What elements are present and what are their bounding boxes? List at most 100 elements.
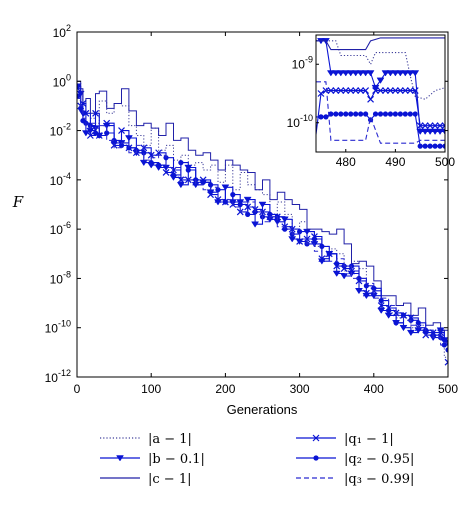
inset-point-q-1 (401, 87, 409, 94)
series-point-q-0-95 (371, 285, 377, 291)
inset-point-b-0-1 (401, 70, 410, 77)
series-point-q-1 (92, 109, 99, 117)
inset-y-tick-label: 10-10 (287, 113, 313, 130)
main-plot-frame (76, 31, 449, 378)
inset-point-q-1 (377, 87, 384, 94)
inset-point-q-0-95 (372, 111, 379, 117)
y-tick-label: 10-8 (50, 269, 71, 286)
x-axis-title: Generations (227, 402, 298, 417)
series-point-q-0-95 (445, 347, 448, 353)
x-tick-label: 400 (364, 382, 384, 396)
inset-point-q-0-95 (323, 114, 329, 120)
inset-point-b-0-1 (391, 70, 400, 77)
legend: |a − 1| |b − 0.1| |c − 1| |q₁ − 1| |q₂ − 0.9… (100, 432, 414, 487)
inset-point-b-0-1 (406, 70, 415, 77)
series-point-q-0-95 (215, 187, 221, 193)
inset-x-tick-label: 480 (336, 155, 356, 169)
inset-point-q-0-95 (363, 111, 369, 117)
inset-point-q-0-95 (407, 111, 413, 117)
series-point-q-0-95 (415, 320, 421, 326)
x-tick-label: 200 (215, 382, 235, 396)
inset-point-q-0-95 (358, 111, 364, 117)
inset-point-q-0-95 (427, 143, 433, 149)
inset-point-q-1 (431, 122, 439, 130)
inset-point-q-1 (391, 87, 399, 94)
inset-point-b-0-1 (366, 70, 375, 77)
inset-point-b-0-1 (431, 128, 440, 135)
inset-point-b-0-1 (411, 70, 420, 77)
series-point-b-0-1 (406, 329, 415, 337)
series-point-q-0-95 (170, 172, 177, 178)
series-point-b-0-1 (377, 307, 386, 314)
series-point-b-0-1 (221, 184, 230, 191)
inset-point-q-1 (406, 87, 414, 94)
series-point-q-0-95 (245, 211, 251, 217)
inset-line-a-1 (316, 40, 445, 100)
series-point-q-1 (362, 289, 370, 297)
x-tick-label: 500 (438, 382, 458, 396)
inset-y-tick-label: 10-9 (292, 54, 313, 71)
inset-point-b-0-1 (386, 70, 395, 77)
inset-point-b-0-1 (396, 70, 405, 77)
inset-plot-frame (315, 34, 446, 153)
inset-point-q-1 (382, 87, 389, 94)
series-point-q-0-95 (378, 298, 384, 304)
inset-point-q-0-95 (402, 111, 408, 117)
series-line-c-1 (77, 80, 448, 338)
series-point-q-1 (82, 109, 90, 117)
series-point-q-0-95 (207, 182, 214, 188)
inset-background (316, 35, 445, 152)
inset-series-group (316, 37, 445, 149)
series-point-q-1 (162, 169, 170, 176)
series-point-b-0-1 (258, 201, 267, 208)
inset-point-q-0-95 (343, 111, 349, 117)
inset-point-q-1 (332, 87, 340, 94)
series-point-q-0-95 (77, 93, 81, 99)
series-point-b-0-1 (332, 270, 341, 277)
inset-point-b-0-1 (376, 77, 385, 84)
inset-point-b-0-1 (426, 128, 435, 135)
series-point-q-0-95 (126, 145, 132, 151)
inset-point-q-0-95 (422, 143, 428, 149)
series-point-q-0-95 (363, 283, 369, 289)
series-point-q-0-95 (156, 162, 162, 168)
inset-point-q-0-95 (412, 111, 418, 117)
inset-point-q-1 (411, 87, 419, 94)
legend-label-q-1: |q₁ − 1| (344, 432, 394, 447)
series-point-q-0-95 (200, 179, 206, 185)
x-tick-label: 0 (74, 382, 81, 396)
inset-point-b-0-1 (336, 70, 345, 77)
inset-point-q-1 (352, 87, 360, 94)
series-point-q-0-95 (319, 243, 325, 249)
legend-label-b-0-1: |b − 0.1| (148, 452, 205, 467)
series-point-q-0-95 (230, 192, 236, 198)
main-plot: 0 100 200 300 400 500 102 100 10-2 10-4 10-6 10-8 10… (12, 23, 459, 417)
inset-point-q-0-95 (392, 111, 398, 117)
series-point-q-1 (118, 127, 125, 134)
inset-point-b-0-1 (331, 70, 340, 77)
inset-point-q-1 (386, 87, 394, 94)
legend-marker-b-0-1 (116, 455, 124, 462)
y-tick-label: 10-12 (45, 368, 71, 385)
inset-point-b-0-1 (441, 128, 445, 135)
legend-marker-q-1 (312, 434, 320, 442)
inset-point-q-1 (372, 87, 379, 94)
inset-point-q-0-95 (377, 111, 384, 117)
x-tick-label: 300 (290, 382, 310, 396)
y-tick-label: 100 (53, 72, 71, 89)
inset-point-q-0-95 (417, 143, 423, 149)
inset-point-q-1 (396, 87, 404, 94)
inset-point-q-0-95 (353, 111, 359, 117)
series-point-q-0-95 (111, 137, 117, 144)
inset-point-q-0-95 (442, 143, 445, 149)
series-point-q-0-95 (267, 211, 273, 217)
series-point-q-0-95 (400, 312, 407, 318)
inset-point-q-1 (337, 87, 345, 94)
series-point-q-0-95 (326, 251, 332, 257)
inset-point-b-0-1 (346, 70, 355, 77)
series-point-b-0-1 (176, 182, 185, 189)
y-tick-label: 10-10 (45, 319, 71, 336)
inset-point-q-0-95 (318, 114, 324, 120)
series-point-q-1 (214, 196, 222, 203)
legend-marker-q-0-95 (313, 455, 319, 461)
